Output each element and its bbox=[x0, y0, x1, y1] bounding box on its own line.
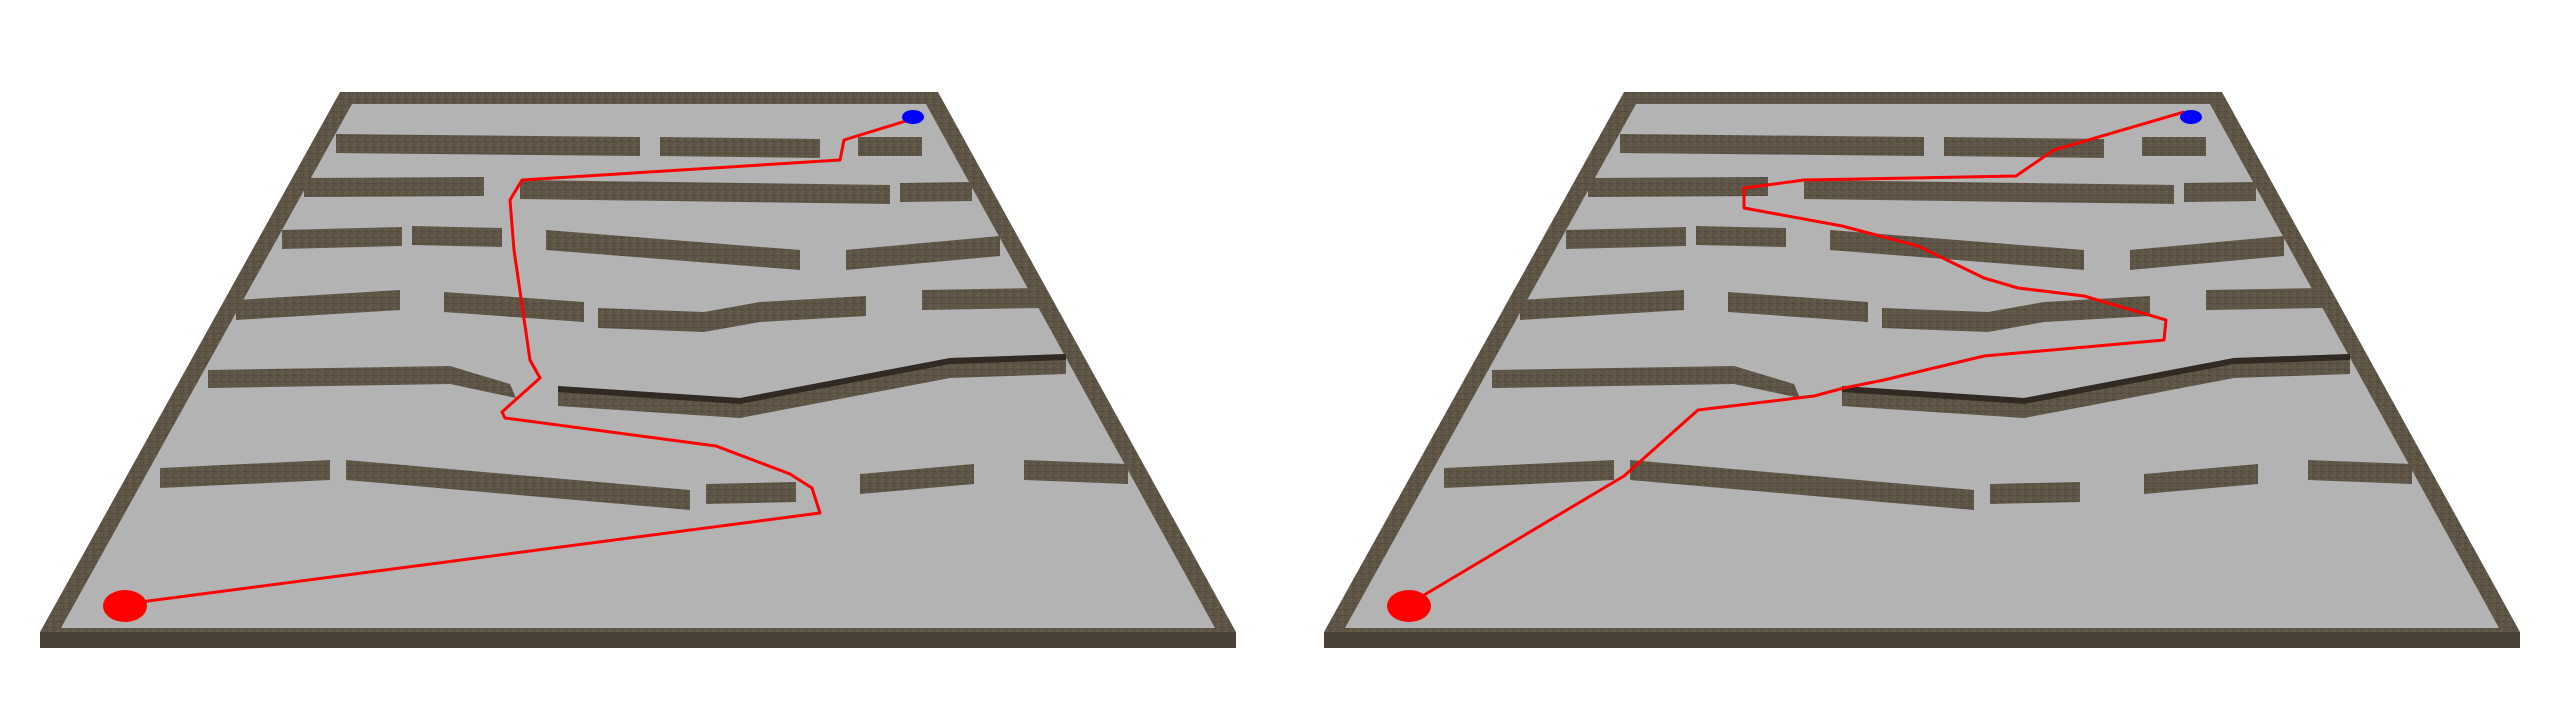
maze-wall bbox=[1024, 460, 1128, 484]
maze-wall bbox=[1588, 177, 1768, 197]
maze-wall bbox=[1566, 227, 1686, 249]
maze-wall bbox=[660, 137, 820, 158]
maze-wall bbox=[2144, 464, 2258, 494]
maze-wall bbox=[1944, 137, 2104, 158]
maze-wall bbox=[160, 460, 330, 488]
maze-wall bbox=[236, 290, 400, 320]
maze-wall bbox=[598, 296, 866, 332]
left-maze-panel bbox=[40, 92, 1236, 648]
maze-wall bbox=[1882, 296, 2150, 332]
maze-wall bbox=[706, 482, 796, 504]
maze-wall bbox=[546, 230, 800, 270]
start-marker bbox=[1387, 590, 1431, 622]
maze-wall bbox=[2130, 236, 2284, 270]
maze-wall bbox=[208, 366, 516, 398]
maze-walls bbox=[160, 134, 1128, 510]
maze-wall bbox=[304, 177, 484, 197]
right-maze-panel bbox=[1324, 92, 2520, 648]
maze-wall bbox=[1804, 180, 2174, 204]
maze-walls bbox=[1444, 134, 2412, 510]
maze-wall bbox=[2142, 137, 2206, 156]
maze-wall bbox=[2206, 288, 2324, 310]
maze-wall bbox=[2184, 182, 2256, 202]
maze-wall-shadow bbox=[558, 354, 1066, 404]
maze-wall bbox=[336, 134, 640, 156]
maze-wall bbox=[1728, 292, 1868, 322]
start-marker bbox=[103, 590, 147, 622]
goal-marker bbox=[2180, 110, 2202, 124]
maze-wall bbox=[520, 180, 890, 204]
maze-wall bbox=[1630, 460, 1974, 510]
maze-wall bbox=[858, 137, 922, 156]
red-path bbox=[124, 114, 923, 606]
maze-wall bbox=[282, 227, 402, 249]
goal-marker bbox=[902, 110, 924, 124]
maze-wall bbox=[1520, 290, 1684, 320]
maze-wall bbox=[860, 464, 974, 494]
maze-wall bbox=[900, 182, 972, 202]
maze-wall bbox=[412, 226, 502, 247]
maze-wall-shadow bbox=[1842, 354, 2350, 404]
board-front-edge bbox=[1324, 632, 2520, 648]
maze-wall bbox=[1696, 226, 1786, 247]
maze-wall bbox=[922, 288, 1040, 310]
board-front-edge bbox=[40, 632, 1236, 648]
red-path bbox=[1408, 110, 2185, 606]
maze-wall bbox=[1492, 366, 1800, 398]
maze-wall bbox=[346, 460, 690, 510]
maze-wall bbox=[1990, 482, 2080, 504]
maze-wall bbox=[444, 292, 584, 322]
maze-wall bbox=[1444, 460, 1614, 488]
maze-wall bbox=[2308, 460, 2412, 484]
maze-wall bbox=[846, 236, 1000, 270]
maze-wall bbox=[1620, 134, 1924, 156]
